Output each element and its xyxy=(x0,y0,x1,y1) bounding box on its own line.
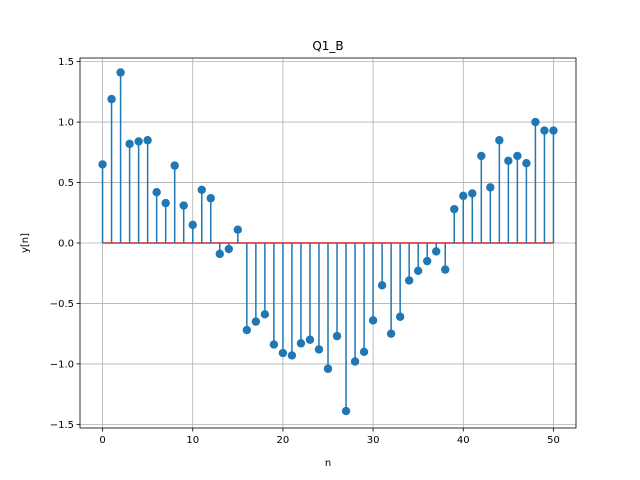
stem-marker xyxy=(350,357,360,366)
stem-marker xyxy=(486,183,495,192)
x-tick-label: 30 xyxy=(367,435,380,446)
y-tick-label: 1.0 xyxy=(58,118,74,129)
stem-marker xyxy=(432,247,441,256)
stem-marker xyxy=(188,220,197,230)
stem-marker xyxy=(152,188,161,197)
y-tick-label: 1.5 xyxy=(58,57,74,68)
x-tick-label: 40 xyxy=(457,435,470,446)
y-axis-label: y[n] xyxy=(20,233,31,253)
stem-marker xyxy=(468,189,477,198)
stem-marker xyxy=(116,68,125,77)
y-tick-label: 0.0 xyxy=(58,239,74,250)
stem-marker xyxy=(134,137,143,146)
stem-marker xyxy=(459,191,468,201)
x-tick-label: 0 xyxy=(99,435,105,446)
stem-marker xyxy=(233,225,243,234)
chart-title: Q1_B xyxy=(312,39,343,53)
stem-marker xyxy=(549,126,558,135)
stem-marker xyxy=(395,312,405,321)
stem-marker xyxy=(450,204,459,214)
y-axis-ticks: −1.5 −1.0 −0.5 0.0 0.5 1.0 1.5 xyxy=(50,57,80,431)
stem-marker xyxy=(441,265,450,274)
stem-marker xyxy=(323,364,333,373)
stem-marker xyxy=(386,329,396,338)
x-tick-label: 50 xyxy=(547,435,560,446)
y-tick-label: −1.0 xyxy=(50,359,74,370)
stem-marker xyxy=(179,201,188,210)
stem-marker xyxy=(206,194,215,203)
stem-marker xyxy=(98,160,107,169)
x-axis-label: n xyxy=(325,458,331,469)
stem-marker xyxy=(251,317,261,326)
stem-marker xyxy=(107,94,116,104)
markers xyxy=(98,68,558,416)
stem-marker xyxy=(125,139,134,149)
stem-marker xyxy=(513,151,522,161)
stem-marker xyxy=(368,316,378,325)
y-tick-label: −0.5 xyxy=(50,299,74,310)
stem-marker xyxy=(341,406,351,416)
stem-marker xyxy=(278,348,288,358)
stem-marker xyxy=(413,266,423,276)
stem-marker xyxy=(540,126,549,135)
y-tick-label: −1.5 xyxy=(50,420,74,431)
stem-marker xyxy=(531,117,540,127)
stem-marker xyxy=(314,345,324,354)
stem-marker xyxy=(495,136,504,145)
stem-marker xyxy=(305,335,315,344)
stem-marker xyxy=(170,161,179,170)
x-tick-label: 20 xyxy=(277,435,290,446)
stem-marker xyxy=(260,310,270,319)
stems xyxy=(101,72,555,412)
stem-marker xyxy=(504,156,513,165)
stem-marker xyxy=(269,340,279,349)
stem-marker xyxy=(332,331,342,341)
stem-marker xyxy=(197,185,206,194)
stem-marker xyxy=(477,151,486,161)
stem-marker xyxy=(224,244,233,254)
stem-marker xyxy=(522,158,531,168)
stem-marker xyxy=(377,281,387,290)
stem-marker xyxy=(143,136,152,145)
x-tick-label: 10 xyxy=(186,435,199,446)
stem-marker xyxy=(242,325,252,335)
stem-marker xyxy=(404,276,414,285)
stem-marker xyxy=(287,351,297,360)
stem-marker xyxy=(296,339,306,348)
stem-marker xyxy=(161,198,170,208)
stem-marker xyxy=(423,256,432,266)
y-tick-label: 0.5 xyxy=(58,178,74,189)
stem-marker xyxy=(359,347,369,357)
stem-marker xyxy=(215,249,224,259)
x-axis-ticks: 0 10 20 30 40 50 xyxy=(99,428,560,446)
